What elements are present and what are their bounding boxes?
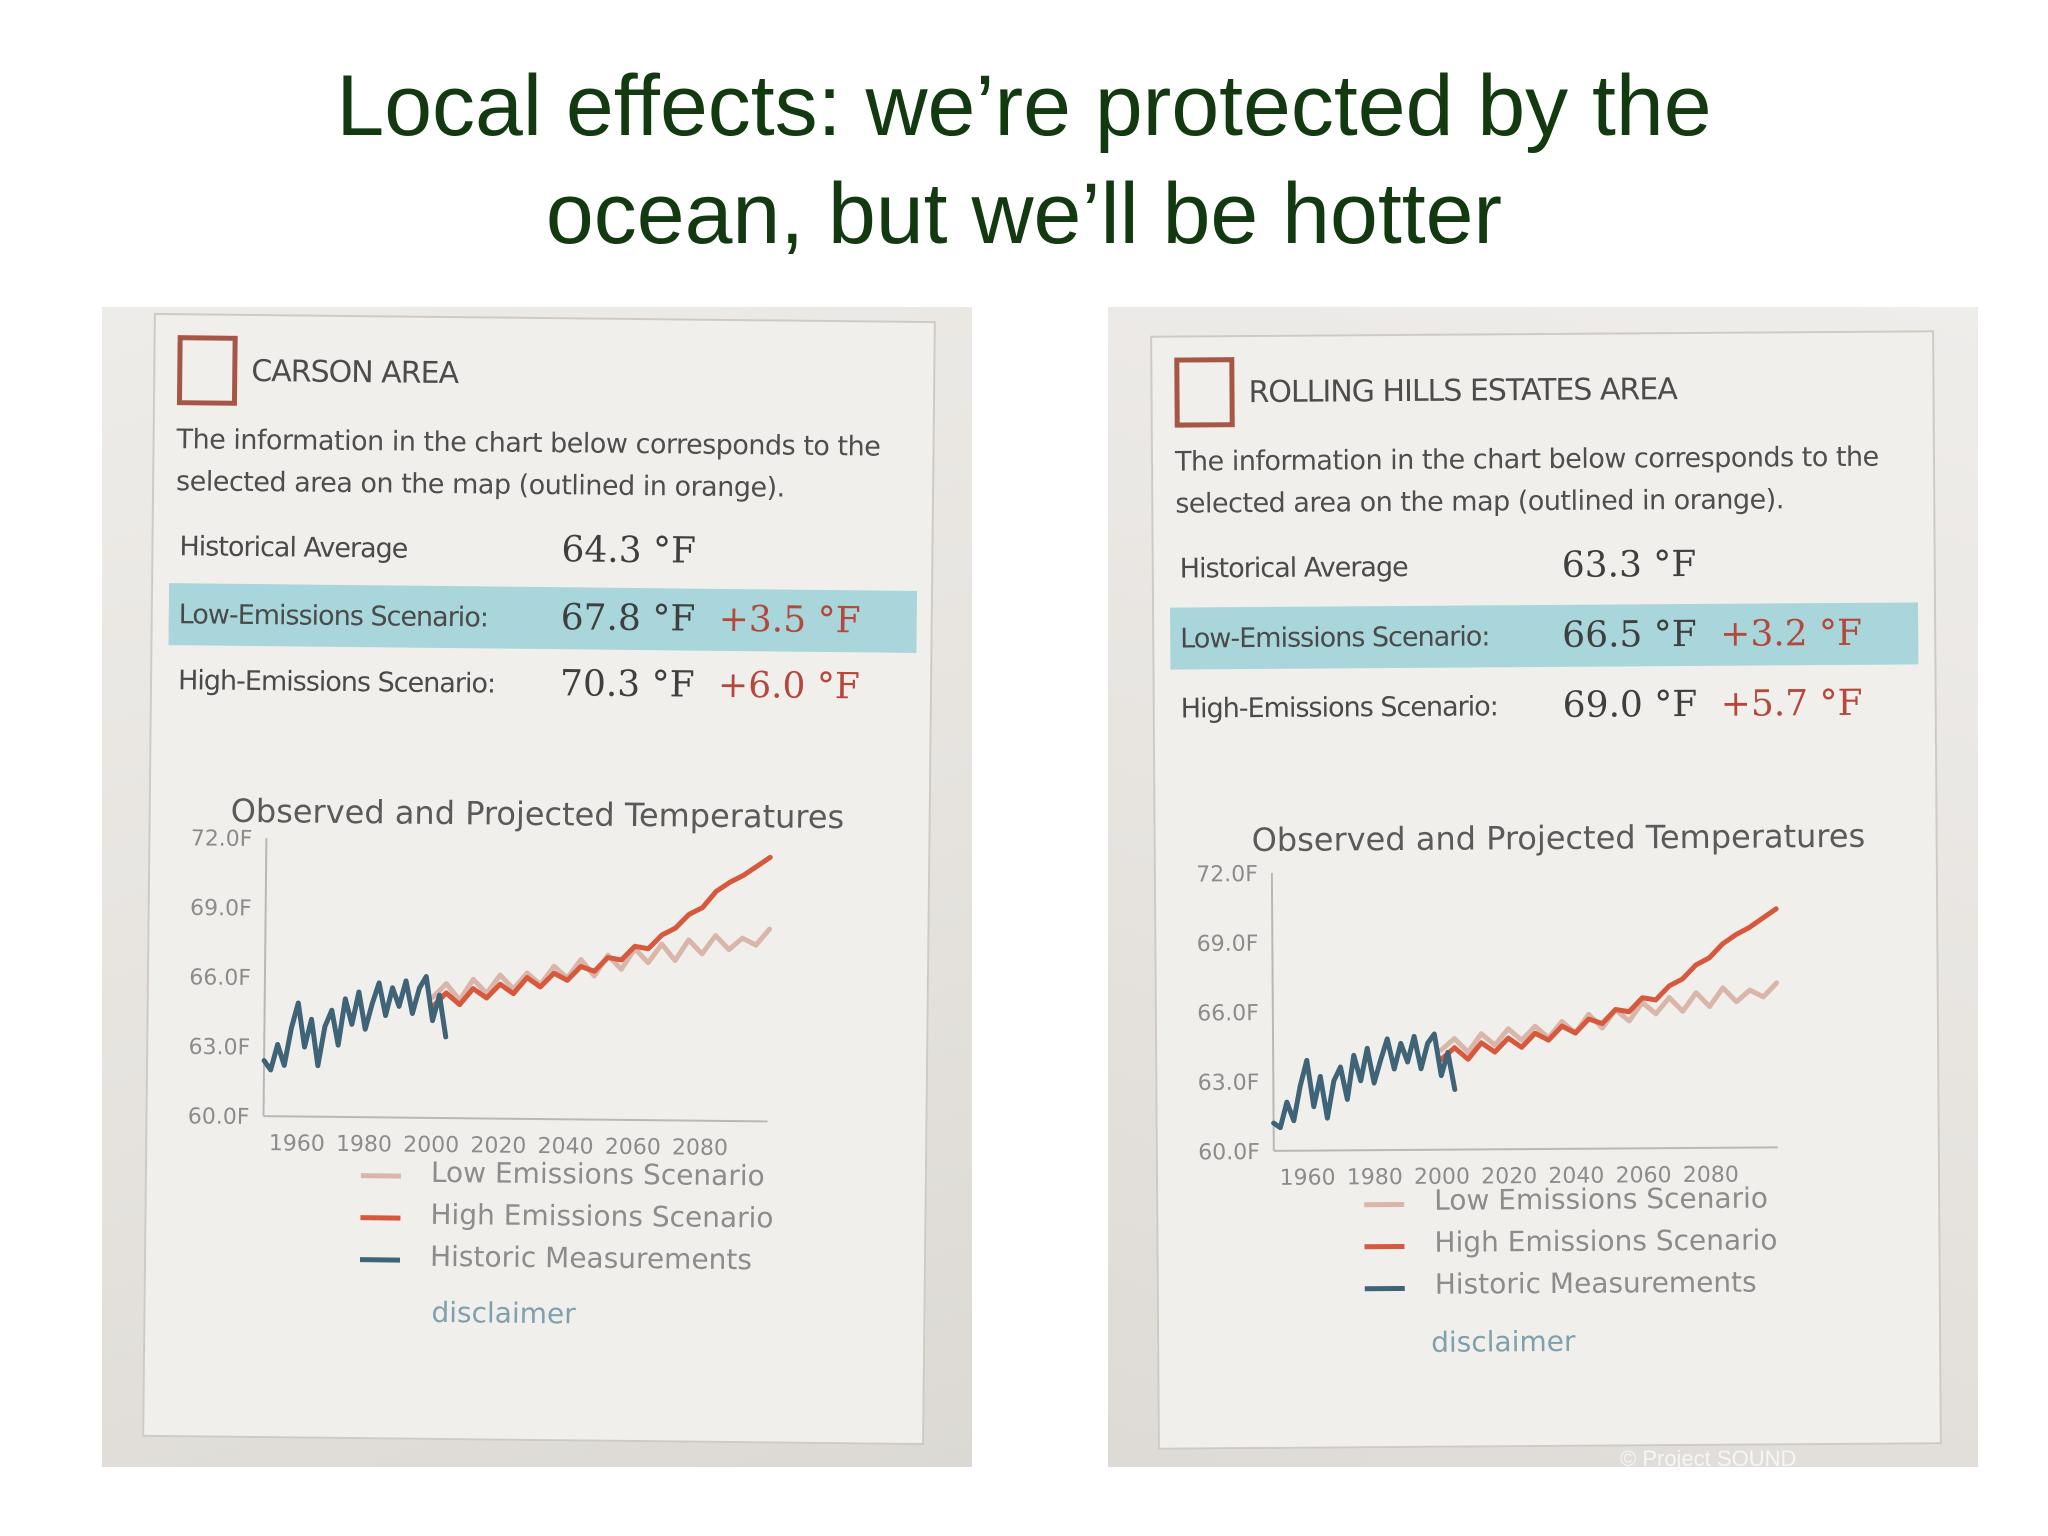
- x-axis-line: [1273, 1146, 1778, 1152]
- y-tick-label: 66.0F: [189, 965, 251, 991]
- chart-legend: Low Emissions Scenario High Emissions Sc…: [1364, 1181, 1778, 1310]
- x-tick-label: 2080: [672, 1135, 728, 1161]
- legend-swatch-high: [1364, 1243, 1405, 1250]
- area-swatch: [176, 335, 238, 406]
- x-tick-label: 1960: [1280, 1165, 1336, 1190]
- area-description: The information in the chart below corre…: [1174, 441, 1879, 520]
- low-emissions-row: Low-Emissions Scenario: 67.8 °F +3.5 °F: [168, 583, 918, 653]
- series-line-historic-measurements: [261, 974, 449, 1073]
- x-tick-label: 2020: [1481, 1164, 1537, 1189]
- x-tick-label: 1980: [336, 1132, 392, 1158]
- chart-legend: Low Emissions Scenario High Emissions Sc…: [359, 1155, 774, 1281]
- temperature-chart: 60.0F 63.0F 66.0F 69.0F 72.0F 1960 1980 2000 202…: [1196, 862, 1780, 1191]
- low-emissions-value: 67.8 °F: [560, 597, 696, 640]
- area-swatch: [1174, 357, 1235, 428]
- slide-title: Local effects: we’re protected by the oc…: [0, 52, 2048, 268]
- watermark: © Project SOUND: [1620, 1446, 1797, 1471]
- y-tick-label: 69.0F: [190, 896, 252, 922]
- x-tick-label: 2020: [470, 1133, 526, 1159]
- y-tick-label: 66.0F: [1197, 1001, 1259, 1026]
- photo-rolling-hills: ROLLING HILLS ESTATES AREA The informati…: [1108, 307, 1978, 1467]
- legend-label-high: High Emissions Scenario: [430, 1197, 774, 1235]
- info-card-rolling-hills: ROLLING HILLS ESTATES AREA The informati…: [1150, 330, 1942, 1450]
- legend-swatch-high: [360, 1215, 401, 1221]
- high-emissions-label: High-Emissions Scenario:: [177, 665, 496, 700]
- slide-title-line-2: ocean, but we’ll be hotter: [545, 166, 1503, 262]
- y-axis-line: [262, 838, 268, 1117]
- high-emissions-row: High-Emissions Scenario: 70.3 °F +6.0 °F: [168, 649, 917, 719]
- historical-label: Historical Average: [179, 531, 408, 565]
- low-emissions-label: Low-Emissions Scenario:: [178, 599, 489, 634]
- photo-carson: CARSON AREA The information in the chart…: [102, 307, 972, 1467]
- y-tick-label: 69.0F: [1197, 932, 1259, 957]
- high-emissions-label: High-Emissions Scenario:: [1180, 691, 1498, 725]
- legend-swatch-historic: [359, 1257, 401, 1263]
- temperature-chart: 60.0F 63.0F 66.0F 69.0F 72.0F 1960 1980 2000 202…: [188, 826, 773, 1161]
- x-tick-label: 2080: [1683, 1163, 1739, 1188]
- area-name: CARSON AREA: [251, 353, 459, 392]
- y-tick-label: 63.0F: [188, 1035, 250, 1061]
- legend-label-historic: Historic Measurements: [429, 1239, 753, 1277]
- x-tick-label: 1960: [269, 1131, 325, 1157]
- x-tick-label: 2040: [1548, 1164, 1604, 1189]
- historical-value: 64.3 °F: [561, 529, 697, 572]
- x-axis-line: [263, 1115, 768, 1123]
- historical-row: Historical Average 64.3 °F: [169, 515, 918, 585]
- series-line-high-emissions-scenario: [1438, 906, 1779, 1062]
- x-tick-label: 2060: [1616, 1163, 1672, 1188]
- y-tick-label: 63.0F: [1198, 1071, 1260, 1096]
- legend-label-high: High Emissions Scenario: [1434, 1223, 1778, 1259]
- legend-label-low: Low Emissions Scenario: [430, 1155, 765, 1193]
- y-tick-label: 72.0F: [191, 826, 253, 852]
- historical-row: Historical Average 63.3 °F: [1170, 532, 1918, 599]
- high-emissions-value: 69.0 °F: [1562, 683, 1698, 726]
- y-tick-label: 60.0F: [1198, 1140, 1260, 1165]
- disclaimer-link[interactable]: disclaimer: [431, 1295, 576, 1331]
- area-name: ROLLING HILLS ESTATES AREA: [1248, 372, 1677, 411]
- legend-swatch-low: [360, 1173, 401, 1179]
- historical-label: Historical Average: [1179, 551, 1408, 585]
- legend-label-low: Low Emissions Scenario: [1434, 1181, 1769, 1217]
- disclaimer-link[interactable]: disclaimer: [1431, 1324, 1576, 1359]
- x-tick-label: 1980: [1347, 1165, 1403, 1190]
- x-tick-label: 2060: [605, 1135, 661, 1161]
- y-axis-line: [1270, 872, 1275, 1151]
- slide-title-line-1: Local effects: we’re protected by the: [336, 58, 1712, 154]
- x-tick-label: 2000: [403, 1133, 459, 1159]
- historical-value: 63.3 °F: [1561, 543, 1697, 586]
- info-card-carson: CARSON AREA The information in the chart…: [142, 312, 936, 1446]
- high-emissions-diff: +5.7 °F: [1720, 682, 1863, 725]
- y-tick-label: 60.0F: [188, 1104, 250, 1130]
- legend-swatch-historic: [1364, 1285, 1405, 1292]
- series-line-historic-measurements: [1271, 1031, 1458, 1131]
- series-line-high-emissions-scenario: [430, 854, 773, 1010]
- x-tick-label: 2000: [1414, 1165, 1470, 1190]
- low-emissions-diff: +3.2 °F: [1720, 612, 1863, 655]
- legend-swatch-low: [1364, 1201, 1405, 1208]
- high-emissions-row: High-Emissions Scenario: 69.0 °F +5.7 °F: [1171, 672, 1919, 739]
- low-emissions-row: Low-Emissions Scenario: 66.5 °F +3.2 °F: [1170, 602, 1919, 670]
- x-tick-label: 2040: [537, 1134, 593, 1160]
- low-emissions-value: 66.5 °F: [1562, 613, 1697, 656]
- low-emissions-label: Low-Emissions Scenario:: [1180, 621, 1490, 655]
- high-emissions-diff: +6.0 °F: [717, 664, 861, 708]
- y-tick-label: 72.0F: [1196, 862, 1258, 887]
- area-description: The information in the chart below corre…: [175, 424, 881, 504]
- high-emissions-value: 70.3 °F: [559, 663, 695, 706]
- legend-label-historic: Historic Measurements: [1434, 1265, 1757, 1301]
- low-emissions-diff: +3.5 °F: [718, 598, 861, 642]
